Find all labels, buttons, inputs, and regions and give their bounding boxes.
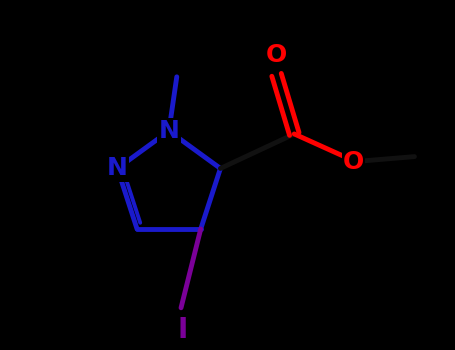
Text: O: O bbox=[343, 149, 364, 174]
Text: N: N bbox=[158, 119, 179, 143]
Text: I: I bbox=[178, 316, 188, 344]
Text: N: N bbox=[107, 156, 128, 180]
Text: O: O bbox=[266, 43, 287, 67]
